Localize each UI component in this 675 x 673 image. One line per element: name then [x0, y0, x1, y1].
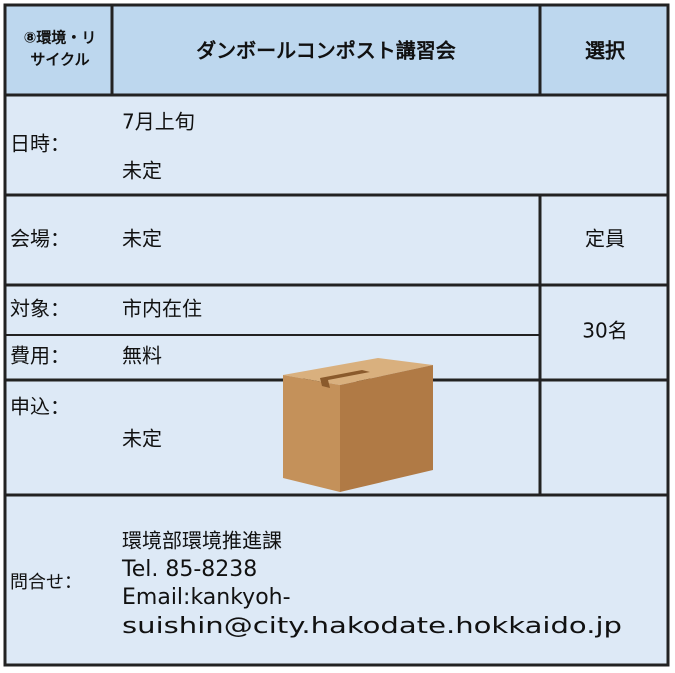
contact-line: Tel. 85-8238 — [121, 557, 257, 582]
box-tape — [320, 370, 370, 388]
capacity-value: 30名 — [582, 319, 627, 343]
label: 問合せ： — [10, 572, 82, 593]
box-illustration — [283, 358, 433, 492]
label: 対象： — [10, 297, 70, 321]
title: ダンボールコンポスト講習会 — [196, 39, 456, 63]
value: 未定 — [122, 427, 162, 451]
category-line: サイクル — [30, 51, 89, 69]
box-side — [340, 365, 433, 492]
contact-line: Email:kankyoh- — [122, 585, 291, 610]
value: 未定 — [122, 227, 162, 251]
outer-border — [3, 3, 670, 667]
value: 無料 — [122, 344, 162, 368]
label: 申込： — [10, 395, 70, 419]
label: 会場： — [10, 227, 70, 251]
grid — [3, 3, 670, 667]
value: 未定 — [122, 159, 162, 183]
value: 7月上旬 — [122, 110, 195, 134]
category-line: ⑧環境・リ — [24, 29, 97, 47]
contact-line: 環境部環境推進課 — [122, 529, 282, 553]
contact-line: suishin@city.hakodate.hokkaido.jp — [122, 614, 622, 639]
capacity-label: 定員 — [585, 227, 625, 251]
label: 費用： — [10, 344, 70, 368]
select-header: 選択 — [585, 39, 626, 63]
value: 市内在住 — [122, 297, 202, 321]
label: 日時： — [10, 132, 70, 156]
header-bg — [5, 5, 668, 95]
box-front — [283, 375, 340, 492]
